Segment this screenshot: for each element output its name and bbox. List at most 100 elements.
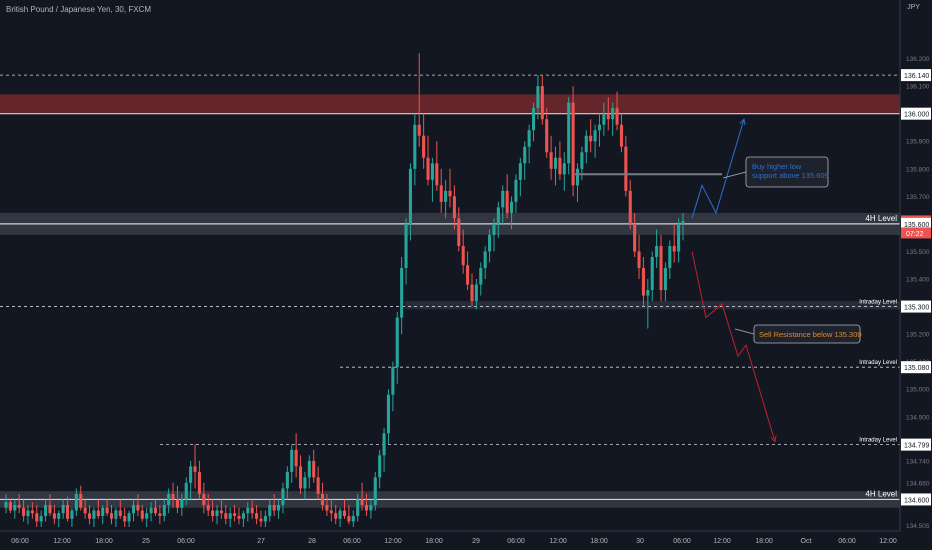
price-label-box <box>901 300 931 313</box>
x-tick-label: 18:00 <box>95 538 113 545</box>
candle-body <box>92 510 96 519</box>
candle-body <box>237 515 241 519</box>
candle-body <box>351 515 355 522</box>
price-label: 136.000 <box>904 112 929 119</box>
x-tick-label: 06:00 <box>177 538 195 545</box>
candle-body <box>386 394 390 434</box>
candle-body <box>30 510 34 514</box>
candle-body <box>483 251 487 268</box>
candle-body <box>571 102 575 186</box>
candle-body <box>646 290 650 296</box>
candle-body <box>39 515 43 522</box>
candle-body <box>624 146 628 191</box>
candle-body <box>175 499 179 508</box>
candle-body <box>395 317 399 368</box>
price-label-box <box>901 493 931 506</box>
candle-body <box>123 515 127 522</box>
candle-body <box>619 124 623 147</box>
candle-body <box>263 515 267 522</box>
candle-body <box>211 510 215 516</box>
candle-body <box>461 245 465 266</box>
candle-body <box>663 267 667 291</box>
candle-body <box>606 113 610 120</box>
candle-body <box>479 267 483 285</box>
candle-body <box>540 86 544 120</box>
candle-body <box>496 207 500 224</box>
bullish-path <box>691 119 745 219</box>
countdown-label: 07:22 <box>906 231 924 238</box>
candle-body <box>48 504 52 514</box>
candle-body <box>241 513 245 519</box>
candle-body <box>272 504 276 511</box>
x-tick-label: 30 <box>636 538 644 545</box>
candle-body <box>391 367 395 395</box>
x-tick-label: 12:00 <box>713 538 731 545</box>
bearish-path-arrowhead <box>770 435 777 443</box>
y-tick-label: 135.800 <box>906 166 930 173</box>
candle-body <box>118 510 122 516</box>
candle-body <box>364 504 369 511</box>
price-label-box <box>901 361 931 374</box>
candle-body <box>659 245 663 291</box>
candle-body <box>527 130 531 147</box>
candle-body <box>312 460 316 478</box>
candle-body <box>457 218 461 246</box>
candle-body <box>329 510 333 514</box>
candle-body <box>430 163 434 180</box>
candle-body <box>189 466 193 483</box>
candle-body <box>382 433 386 456</box>
candle-body <box>501 190 505 208</box>
candle-body <box>593 130 597 142</box>
candle-body <box>233 513 237 516</box>
candle-body <box>22 507 26 516</box>
callout-text: support above 135.609 <box>752 171 829 180</box>
candle-body <box>228 513 232 519</box>
candle-body <box>611 108 615 120</box>
candle-body <box>523 146 527 164</box>
candle-body <box>369 504 373 511</box>
y-tick-label: 135.000 <box>906 387 930 394</box>
candle-body <box>307 460 311 478</box>
candle-body <box>338 510 342 519</box>
candle-body <box>404 223 408 268</box>
candle-body <box>70 510 74 519</box>
price-label-box <box>901 438 931 451</box>
candle-body <box>536 86 540 109</box>
candle-body <box>668 245 672 268</box>
callout-box <box>745 156 829 188</box>
symbol-title: British Pound / Japanese Yen, 30, FXCM <box>6 5 151 14</box>
candle-body <box>66 504 70 519</box>
candle-body <box>545 119 549 153</box>
candle-body <box>470 284 474 302</box>
x-tick-label: 12:00 <box>384 538 402 545</box>
y-tick-label: 135.700 <box>906 194 930 201</box>
candle-body <box>167 493 171 505</box>
x-tick-label: 18:00 <box>590 538 608 545</box>
candle-body <box>417 124 421 136</box>
x-tick-label: 12:00 <box>53 538 71 545</box>
candle-body <box>35 513 39 522</box>
candle-body <box>597 124 602 131</box>
candle-body <box>422 135 426 158</box>
price-label: 135.080 <box>904 365 929 372</box>
candle-body <box>510 201 514 213</box>
level-label: Intraday Level <box>859 360 897 366</box>
x-tick-label: 28 <box>308 538 316 545</box>
candle-body <box>114 510 118 519</box>
x-tick-label: 06:00 <box>343 538 361 545</box>
candle-body <box>602 113 606 125</box>
x-tick-label: 12:00 <box>879 538 897 545</box>
price-label: 135.600 <box>904 222 929 229</box>
candle-body <box>531 108 536 131</box>
candle-body <box>615 108 619 125</box>
candle-body <box>52 513 56 519</box>
price-label: 134.600 <box>904 497 929 504</box>
candle-body <box>105 507 109 514</box>
candle-body <box>413 124 417 169</box>
candle-body <box>61 504 65 514</box>
candle-body <box>655 245 659 257</box>
y-tick-label: 136.200 <box>906 56 930 63</box>
candle-body <box>466 265 470 285</box>
